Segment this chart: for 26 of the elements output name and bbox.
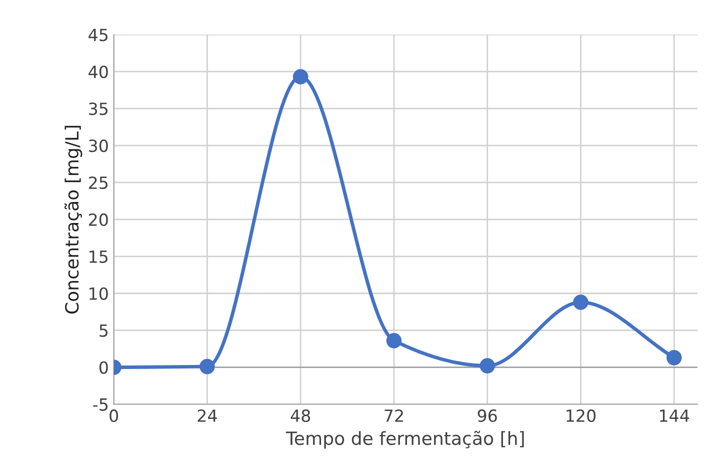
x-tick-label: 96 xyxy=(478,409,497,422)
y-tick-label: -5 xyxy=(93,398,108,411)
y-tick-label: 45 xyxy=(88,28,108,42)
x-axis-title: Tempo de fermentação [h] xyxy=(286,430,524,449)
y-tick-label: 25 xyxy=(88,176,108,190)
x-tick-label: 120 xyxy=(566,409,596,422)
y-tick-label: 30 xyxy=(89,139,108,152)
x-tick-label: 48 xyxy=(290,409,310,422)
x-tick-label: 72 xyxy=(384,409,403,422)
y-tick-label: 35 xyxy=(89,102,108,116)
y-axis-title: Concentração [mg/L] xyxy=(64,126,82,314)
x-tick-label: 144 xyxy=(660,410,690,422)
x-tick-label: 24 xyxy=(198,409,217,422)
point xyxy=(480,358,495,374)
point xyxy=(292,69,308,84)
y-tick-label: 20 xyxy=(88,213,108,226)
point xyxy=(386,333,402,348)
y-tick-label: 0 xyxy=(99,361,108,374)
x-tick-label: 0 xyxy=(110,409,118,422)
point xyxy=(666,350,682,366)
point xyxy=(200,358,215,374)
y-tick-label: 15 xyxy=(90,250,108,263)
y-tick-label: 40 xyxy=(88,66,108,78)
y-tick-label: 5 xyxy=(100,324,108,337)
point xyxy=(573,294,588,310)
y-tick-label: 10 xyxy=(90,287,108,300)
